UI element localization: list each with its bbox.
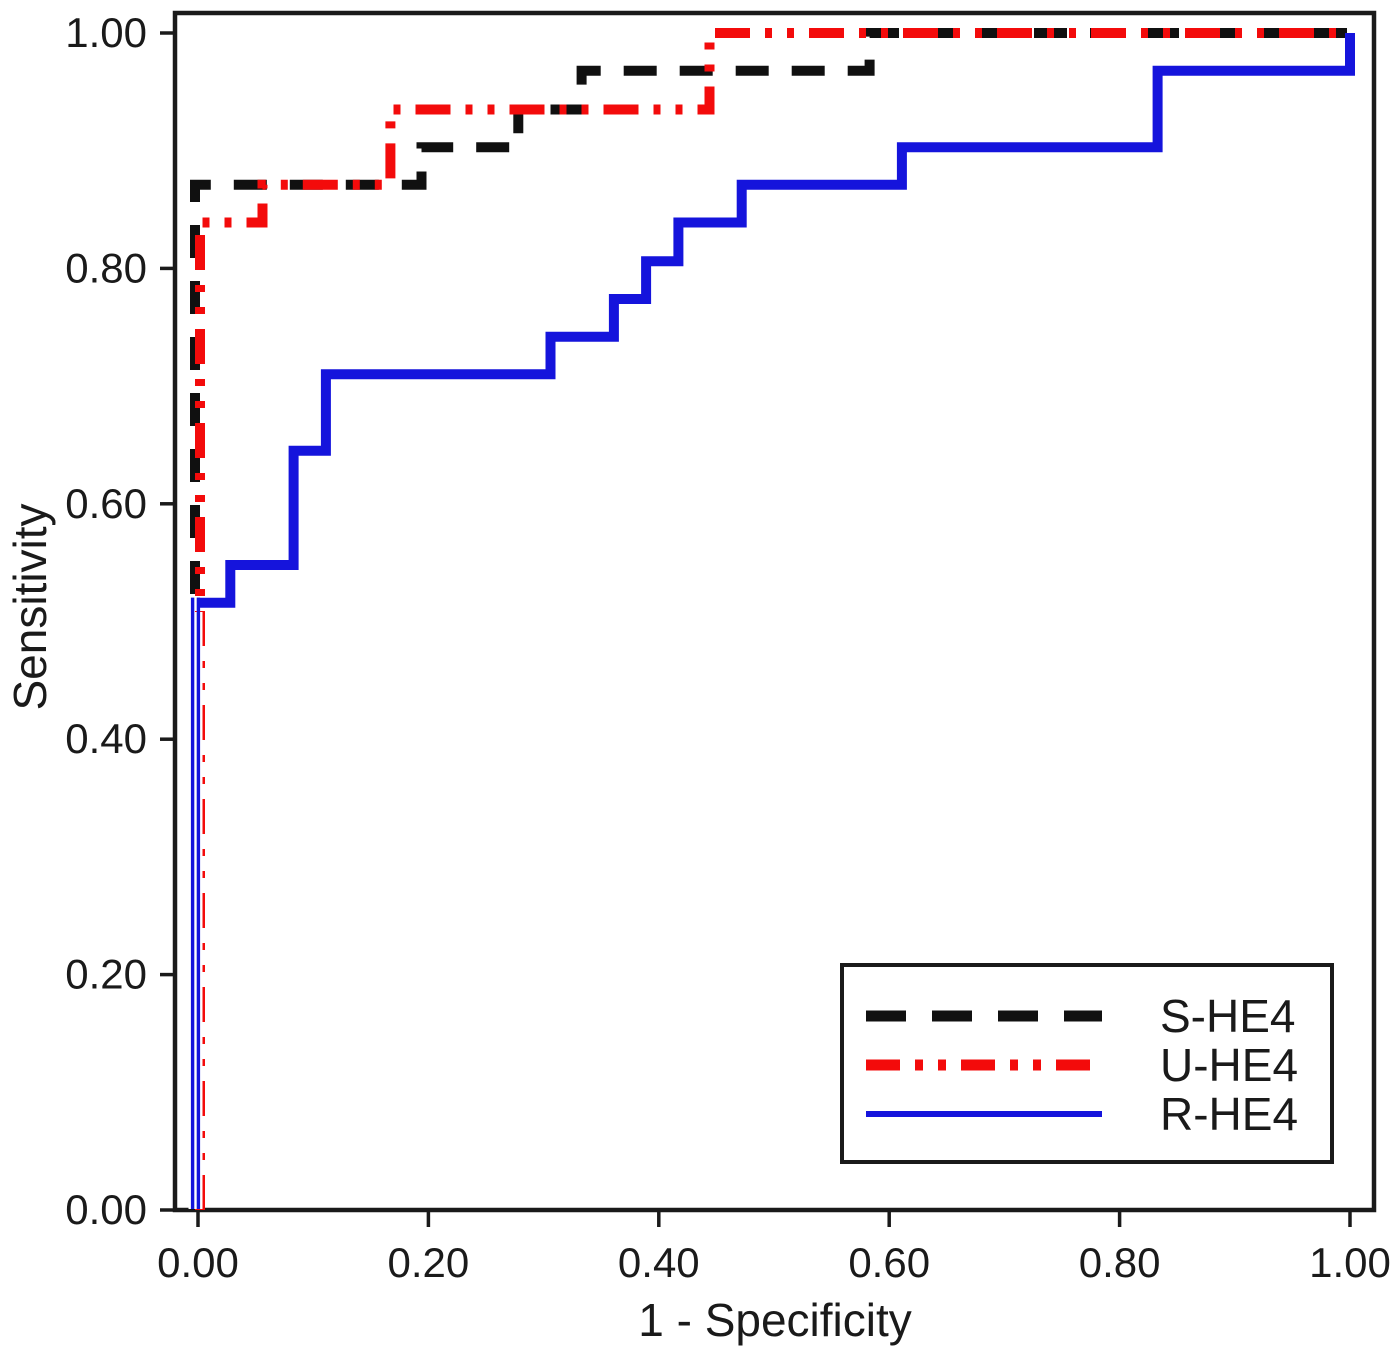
x-axis-tick-label: 0.40 xyxy=(618,1239,700,1286)
y-axis-tick-label: 0.40 xyxy=(65,715,147,762)
y-axis-tick-label: 0.60 xyxy=(65,480,147,527)
x-axis-tick-label: 0.60 xyxy=(848,1239,930,1286)
y-axis-title: Sensitivity xyxy=(4,503,56,710)
y-axis-tick-label: 1.00 xyxy=(65,9,147,56)
x-axis-tick-label: 0.80 xyxy=(1079,1239,1161,1286)
x-axis-tick-label: 0.20 xyxy=(388,1239,470,1286)
plot-frame xyxy=(172,10,1377,1213)
legend-label-s-he4: S-HE4 xyxy=(1160,990,1295,1042)
x-axis-title: 1 - Specificity xyxy=(638,1294,912,1346)
origin-column-mask xyxy=(188,612,203,1209)
legend-label-u-he4: U-HE4 xyxy=(1160,1039,1298,1091)
y-axis-tick-label: 0.00 xyxy=(65,1186,147,1233)
roc-curve-r-he4 xyxy=(197,33,1355,608)
x-axis-tick-label: 1.00 xyxy=(1309,1239,1391,1286)
legend-label-r-he4: R-HE4 xyxy=(1160,1088,1298,1140)
y-axis-tick-label: 0.20 xyxy=(65,951,147,998)
x-axis-tick-label: 0.00 xyxy=(157,1239,239,1286)
y-axis-tick-label: 0.80 xyxy=(65,244,147,291)
